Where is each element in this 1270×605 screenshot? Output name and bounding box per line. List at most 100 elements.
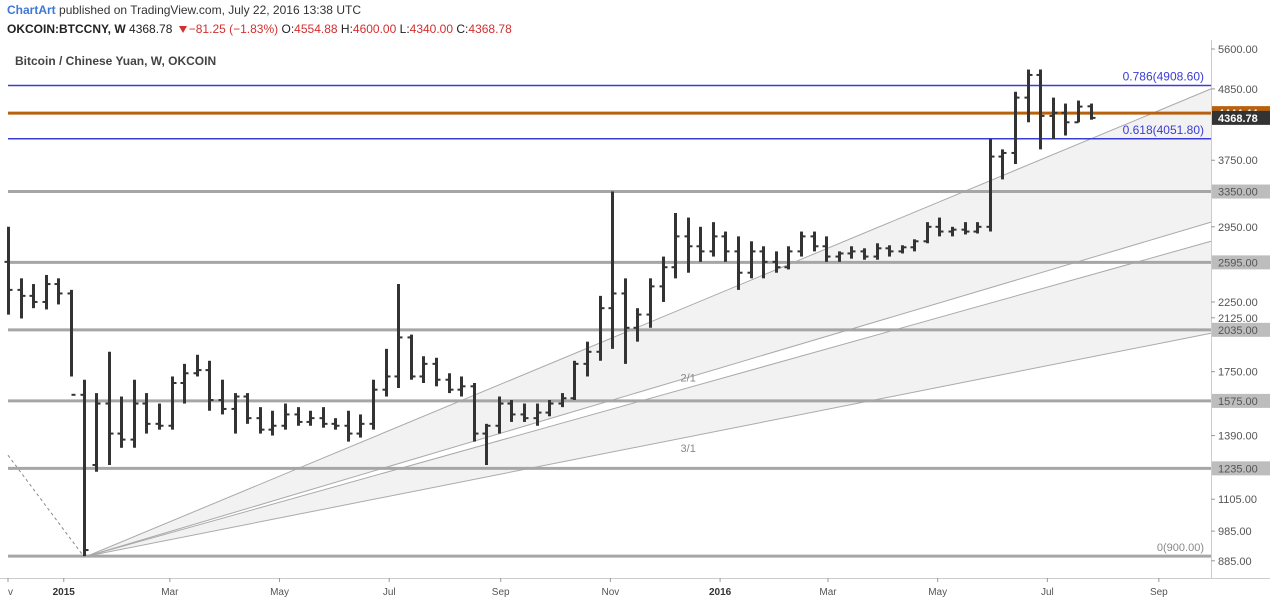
ohlc-bar <box>432 357 441 387</box>
price-axis-tag <box>1212 322 1270 337</box>
ohlc-bar <box>621 278 630 364</box>
author-name[interactable]: ChartArt <box>7 3 56 17</box>
price-axis-label: 2035.00 <box>1218 325 1258 337</box>
horizontal-lines <box>8 84 1211 558</box>
ohlc-bar <box>721 231 730 262</box>
down-arrow-icon <box>178 26 187 34</box>
price-chart[interactable]: 2/1 3/1 0.786(4908.60) 0.618(4051.80) 0(900… <box>0 40 1270 605</box>
ohlc-bar <box>482 423 491 466</box>
price-axis-label: 3350.00 <box>1218 187 1258 199</box>
ohlc-bar <box>986 138 995 232</box>
price-axis-label: 2595.00 <box>1218 257 1258 269</box>
ohlc-bar <box>80 379 89 557</box>
ohlc-bar <box>193 354 202 377</box>
price-axis-label: 2125.00 <box>1218 313 1258 325</box>
price-axis-tag <box>1212 461 1270 476</box>
ohlc-bar <box>218 379 227 415</box>
ohlc-bar <box>54 278 63 305</box>
price-axis-label: 2250.00 <box>1218 297 1258 309</box>
ohlc-bar <box>344 410 353 442</box>
ohlc-bar <box>407 334 416 380</box>
price-axis-tag <box>1212 393 1270 408</box>
ohlc-bar <box>570 360 579 401</box>
ohlc-bar <box>633 308 642 342</box>
ohlc-bar <box>1087 103 1096 120</box>
ohlc-bar <box>1061 103 1070 136</box>
ohlc-bar <box>457 376 466 397</box>
low-value: 4340.00 <box>409 22 454 36</box>
ohlc-bar <box>533 403 542 426</box>
ohlc-bar <box>205 360 214 411</box>
ohlc-bar <box>797 231 806 257</box>
price-axis-label: 1575.00 <box>1218 396 1258 408</box>
ohlc-bar <box>180 363 189 404</box>
ohlc-bar <box>155 403 164 430</box>
time-axis-label: Jul <box>1041 587 1054 598</box>
chart-title: Bitcoin / Chinese Yuan, W, OKCOIN <box>15 54 216 68</box>
ohlc-bar <box>168 376 177 430</box>
price-axis-label: 1750.00 <box>1218 367 1258 379</box>
ohlc-bar <box>671 213 680 279</box>
ohlc-bar <box>105 351 114 466</box>
ohlc-bar <box>67 289 76 396</box>
ohlc-bar <box>356 414 365 438</box>
ohlc-bar <box>709 222 718 257</box>
ohlc-bars <box>4 69 1096 557</box>
price-axis[interactable]: 5600.00 4850.00 3750.00 3350.00 2950.00 2595.… <box>1211 44 1270 568</box>
ohlc-bar <box>130 379 139 448</box>
time-axis-label: May <box>928 587 947 598</box>
time-axis-label: Mar <box>819 587 837 598</box>
price-axis-tag <box>1212 255 1270 270</box>
ohlc-bar <box>948 226 957 237</box>
high-value: 4600.00 <box>352 22 397 36</box>
ohlc-bar <box>810 231 819 252</box>
chart-header: ChartArt published on TradingView.com, J… <box>0 0 1270 40</box>
ohlc-bar <box>331 418 340 430</box>
fan-label: 2/1 <box>681 372 696 384</box>
ohlc-bar <box>17 278 26 319</box>
time-axis[interactable]: v 2015 Mar May Jul Sep Nov 2016 Mar May Jul Sep <box>7 578 1168 598</box>
time-axis-label: Sep <box>492 587 510 598</box>
ohlc-bar <box>1049 97 1058 139</box>
ohlc-bar <box>998 149 1007 180</box>
open-label: O: <box>281 22 295 36</box>
price-axis-tag <box>1212 184 1270 199</box>
ohlc-bar <box>268 410 277 436</box>
time-axis-label: Sep <box>1150 587 1168 598</box>
ohlc-bar <box>608 191 617 349</box>
line-labels: 0.786(4908.60) 0.618(4051.80) 0(900.00) <box>1123 70 1204 555</box>
fib-label: 0.786(4908.60) <box>1123 70 1204 84</box>
price-axis-label: 1390.00 <box>1218 431 1258 443</box>
quote-line: OKCOIN:BTCCNY, W 4368.78 −81.25 (−1.83%)… <box>7 22 512 36</box>
last-price-label: 4368.78 <box>1218 113 1258 125</box>
fan-line <box>86 221 1212 557</box>
high-label: H: <box>340 22 353 36</box>
price-axis-label: 985.00 <box>1218 526 1252 538</box>
price-axis-label: 5600.00 <box>1218 44 1258 56</box>
symbol-label: OKCOIN:BTCCNY, W <box>7 22 126 36</box>
ohlc-bar <box>923 222 932 244</box>
ohlc-bar <box>583 341 592 377</box>
time-axis-label: Nov <box>602 587 620 598</box>
open-value: 4554.88 <box>294 22 338 36</box>
ohlc-bar <box>558 393 567 408</box>
ohlc-bar <box>1024 69 1033 123</box>
time-axis-label: May <box>270 587 289 598</box>
ohlc-bar <box>885 245 894 257</box>
ohlc-bar <box>243 393 252 424</box>
ohlc-bar <box>117 396 126 448</box>
ohlc-bar <box>42 274 51 310</box>
ohlc-bar <box>847 246 856 259</box>
ohlc-bar <box>973 222 982 234</box>
ohlc-bar <box>684 217 693 273</box>
price-axis-label: 885.00 <box>1218 556 1252 568</box>
ohlc-bar <box>445 373 454 394</box>
ohlc-bar <box>759 246 768 279</box>
ohlc-bar <box>822 236 831 262</box>
ohlc-bar <box>394 284 403 388</box>
ohlc-bar <box>1036 69 1045 150</box>
ohlc-bar <box>470 382 479 442</box>
ohlc-bar <box>231 393 240 434</box>
last-price: 4368.78 <box>129 22 173 36</box>
ohlc-bar <box>835 251 844 262</box>
